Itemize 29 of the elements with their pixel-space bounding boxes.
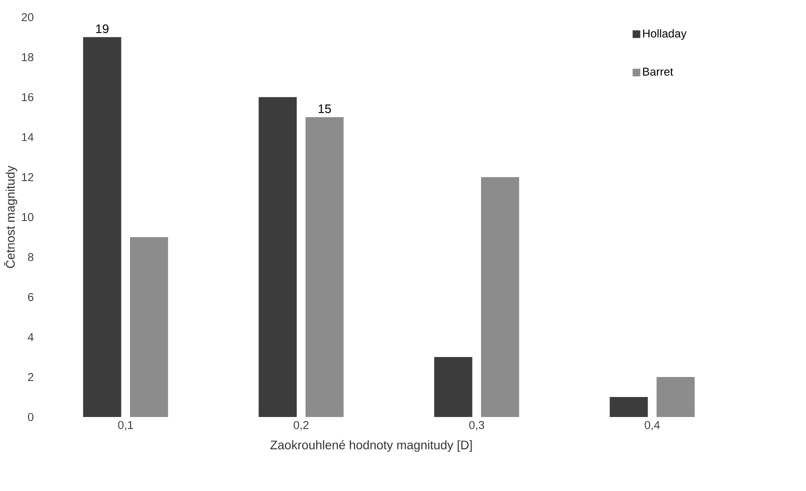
legend-label: Barret xyxy=(643,68,674,76)
y-tick-label: 2 xyxy=(28,372,34,381)
y-tick-label: 8 xyxy=(28,252,34,261)
legend-label: Holladay xyxy=(643,28,687,40)
y-tick-label: 14 xyxy=(22,132,34,141)
x-axis-title: Zaokrouhlené hodnoty magnitudy [D] xyxy=(270,440,472,452)
y-tick-label: 20 xyxy=(22,12,34,21)
bar xyxy=(306,116,344,417)
y-tick-label: 6 xyxy=(28,292,34,301)
bar xyxy=(434,356,472,417)
y-tick-label: 18 xyxy=(22,52,34,61)
x-tick-label: 0,1 xyxy=(118,420,133,430)
bar xyxy=(83,36,122,417)
x-tick-label: 0,2 xyxy=(294,420,308,430)
y-tick-label: 0 xyxy=(28,412,34,421)
bar xyxy=(656,376,695,417)
bar xyxy=(258,96,297,417)
bar xyxy=(481,176,520,417)
bar xyxy=(130,236,168,417)
data-label: 15 xyxy=(318,104,331,113)
y-tick-label: 4 xyxy=(28,332,34,341)
y-tick-label: 10 xyxy=(22,212,34,221)
y-tick-label: 16 xyxy=(22,92,34,101)
x-tick-label: 0,4 xyxy=(644,420,660,430)
y-tick-label: 12 xyxy=(22,172,34,181)
data-label: 19 xyxy=(96,24,108,33)
bar xyxy=(610,396,648,417)
x-tick-label: 0,3 xyxy=(469,420,484,430)
y-axis-title: Četnost magnitudy xyxy=(4,165,18,268)
